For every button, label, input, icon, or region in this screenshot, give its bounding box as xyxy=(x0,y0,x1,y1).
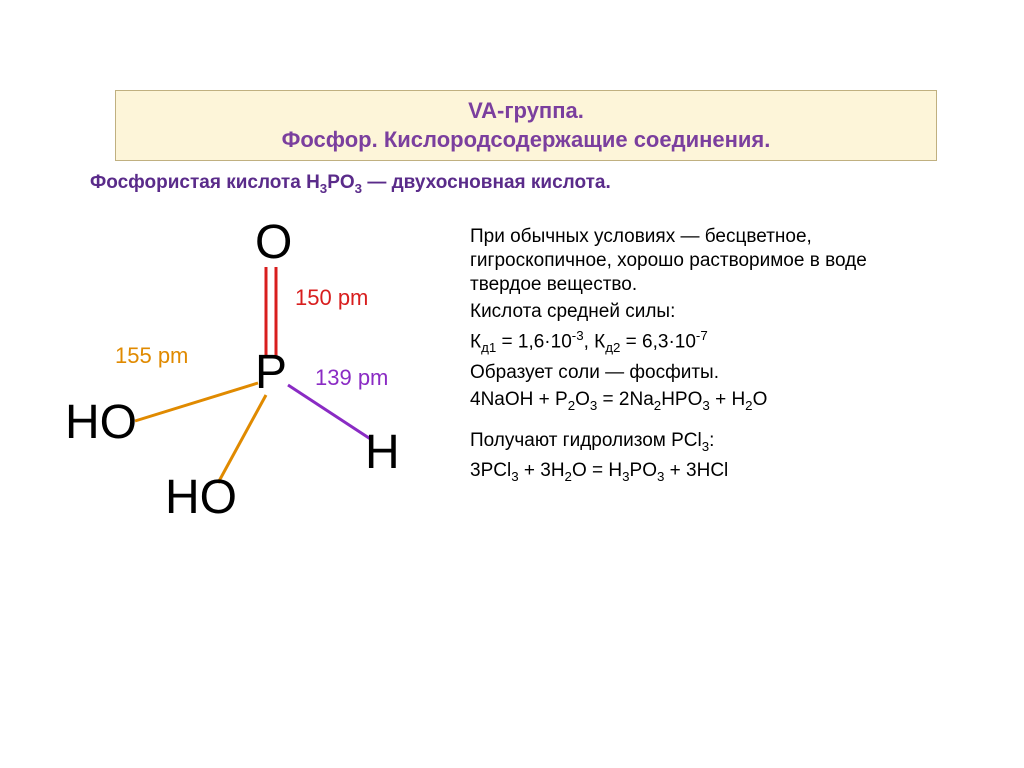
atom-HO1: HO xyxy=(65,395,137,450)
para-6: Получают гидролизом PCl3: xyxy=(470,429,940,455)
para-3: Кд1 = 1,6·10-3, Кд2 = 6,3·10-7 xyxy=(470,328,940,357)
molecular-diagram: P O HO HO H 150 pm 155 pm 139 pm xyxy=(60,215,460,545)
title-box: VA-группа. Фосфор. Кислородсодержащие со… xyxy=(115,90,937,161)
bond-PO-double xyxy=(266,267,276,357)
para-1: При обычных условиях — бесцветное, гигро… xyxy=(470,225,940,296)
title-line-2: Фосфор. Кислородсодержащие соединения. xyxy=(126,126,926,155)
para-2: Кислота средней силы: xyxy=(470,300,940,324)
para-5: 4NaOH + P2O3 = 2Na2HPO3 + H2O xyxy=(470,388,940,414)
description-text: При обычных условиях — бесцветное, гигро… xyxy=(470,225,940,490)
atom-P: P xyxy=(255,345,287,400)
para-7: 3PCl3 + 3H2O = H3PO3 + 3HCl xyxy=(470,459,940,485)
label-PO: 150 pm xyxy=(295,285,368,311)
label-PH: 139 pm xyxy=(315,365,388,391)
para-4: Образует соли — фосфиты. xyxy=(470,361,940,385)
bond-P-HO1 xyxy=(135,383,258,421)
subtitle: Фосфористая кислота H3PO3 — двухосновная… xyxy=(90,172,611,196)
atom-HO2: HO xyxy=(165,470,237,525)
atom-O: O xyxy=(255,215,292,270)
title-line-1: VA-группа. xyxy=(126,97,926,126)
atom-H: H xyxy=(365,425,400,480)
bond-P-H xyxy=(288,385,372,440)
label-PHO: 155 pm xyxy=(115,343,188,369)
